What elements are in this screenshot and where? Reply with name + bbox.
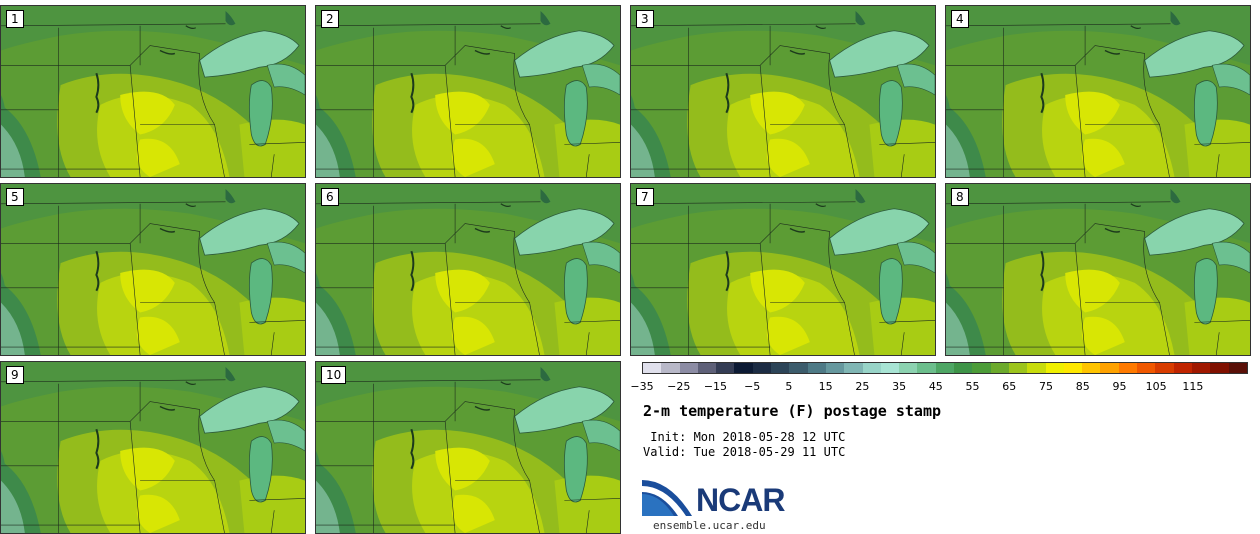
colorbar-tick-labels: −35 −25 −15 −5 5 15 25 35 45 55 65 75 85 95 105 115 — [630, 376, 1248, 393]
colorbar-tick-label: 75 — [1039, 380, 1053, 393]
member-number-label: 8 — [951, 188, 969, 206]
colorbar-bin — [1082, 363, 1101, 373]
ensemble-member-map: 1 — [0, 5, 306, 178]
colorbar-bin — [1191, 363, 1211, 373]
colorbar-tick-label: −25 — [667, 380, 691, 393]
colorbar-bin — [734, 363, 753, 373]
colorbar-bin — [643, 363, 662, 373]
colorbar-bin — [1118, 363, 1138, 373]
colorbar-tick-label: −15 — [703, 380, 728, 393]
colorbar-bin — [1228, 363, 1247, 373]
colorbar-bin — [862, 363, 881, 373]
colorbar-tick-label: 105 — [1145, 380, 1167, 393]
member-number-label: 1 — [6, 10, 24, 28]
member-number-label: 4 — [951, 10, 969, 28]
colorbar-bin — [1027, 363, 1046, 373]
ensemble-member-map: 9 — [0, 361, 306, 534]
colorbar-tick-label: 65 — [1002, 380, 1017, 393]
member-number-label: 6 — [321, 188, 339, 206]
member-number-label: 9 — [6, 366, 24, 384]
colorbar-tick-label: 95 — [1112, 380, 1127, 393]
ensemble-member-map: 4 — [945, 5, 1251, 178]
member-number-label: 2 — [321, 10, 339, 28]
colorbar-bin — [917, 363, 936, 373]
site-url: ensemble.ucar.edu — [653, 519, 766, 532]
colorbar-bin — [789, 363, 808, 373]
colorbar-bin — [679, 363, 698, 373]
ncar-logo-text: NCAR — [696, 482, 785, 518]
ensemble-member-map: 2 — [315, 5, 621, 178]
colorbar-tick-label: 15 — [818, 380, 833, 393]
colorbar-bin — [935, 363, 955, 373]
colorbar-bin — [1100, 363, 1119, 373]
colorbar-bin — [697, 363, 717, 373]
ensemble-member-map: 7 — [630, 183, 936, 356]
ensemble-member-map: 3 — [630, 5, 936, 178]
member-number-label: 5 — [6, 188, 24, 206]
temperature-colorbar — [642, 362, 1248, 374]
colorbar-bin — [661, 363, 680, 373]
colorbar-bin — [844, 363, 863, 373]
ensemble-member-map: 6 — [315, 183, 621, 356]
colorbar-tick-label: −35 — [630, 380, 654, 393]
ncar-logo: NCAR — [642, 476, 802, 520]
colorbar-bin — [1008, 363, 1028, 373]
colorbar-bin — [825, 363, 845, 373]
ensemble-member-map: 8 — [945, 183, 1251, 356]
init-time: Init: Mon 2018-05-28 12 UTC — [643, 430, 846, 444]
colorbar-bin — [807, 363, 826, 373]
colorbar-bin — [954, 363, 973, 373]
colorbar-tick-label: 35 — [892, 380, 907, 393]
colorbar-bin — [972, 363, 991, 373]
colorbar-bin — [899, 363, 918, 373]
member-number-label: 7 — [636, 188, 654, 206]
colorbar-tick-label: 45 — [928, 380, 943, 393]
member-number-label: 10 — [321, 366, 347, 384]
colorbar-bin — [752, 363, 772, 373]
colorbar-tick-label: 25 — [855, 380, 870, 393]
colorbar-bin — [1155, 363, 1174, 373]
colorbar-tick-label: 115 — [1182, 380, 1204, 393]
colorbar-bin — [990, 363, 1009, 373]
colorbar-bin — [771, 363, 790, 373]
colorbar-bin — [1137, 363, 1156, 373]
valid-time: Valid: Tue 2018-05-29 11 UTC — [643, 445, 846, 459]
figure-title: 2-m temperature (F) postage stamp — [643, 402, 942, 420]
colorbar-tick-label: 85 — [1075, 380, 1090, 393]
member-number-label: 3 — [636, 10, 654, 28]
ensemble-member-map: 10 — [315, 361, 621, 534]
colorbar-tick-label: −5 — [744, 380, 761, 393]
colorbar-bin — [1063, 363, 1083, 373]
ncar-swoosh-icon — [642, 480, 692, 516]
colorbar-tick-label: 5 — [785, 380, 793, 393]
colorbar-bin — [1173, 363, 1192, 373]
colorbar-bin — [716, 363, 735, 373]
colorbar-bin — [880, 363, 900, 373]
colorbar-tick-label: 55 — [965, 380, 980, 393]
colorbar-bin — [1045, 363, 1064, 373]
colorbar-bin — [1210, 363, 1229, 373]
ensemble-member-map: 5 — [0, 183, 306, 356]
